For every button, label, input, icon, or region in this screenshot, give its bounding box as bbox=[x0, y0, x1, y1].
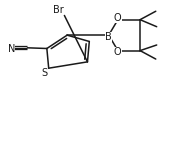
Text: O: O bbox=[114, 47, 121, 58]
Text: O: O bbox=[114, 13, 121, 23]
Text: S: S bbox=[41, 68, 47, 78]
Text: Br: Br bbox=[53, 5, 64, 15]
Text: N: N bbox=[8, 44, 15, 54]
Text: B: B bbox=[105, 32, 112, 42]
